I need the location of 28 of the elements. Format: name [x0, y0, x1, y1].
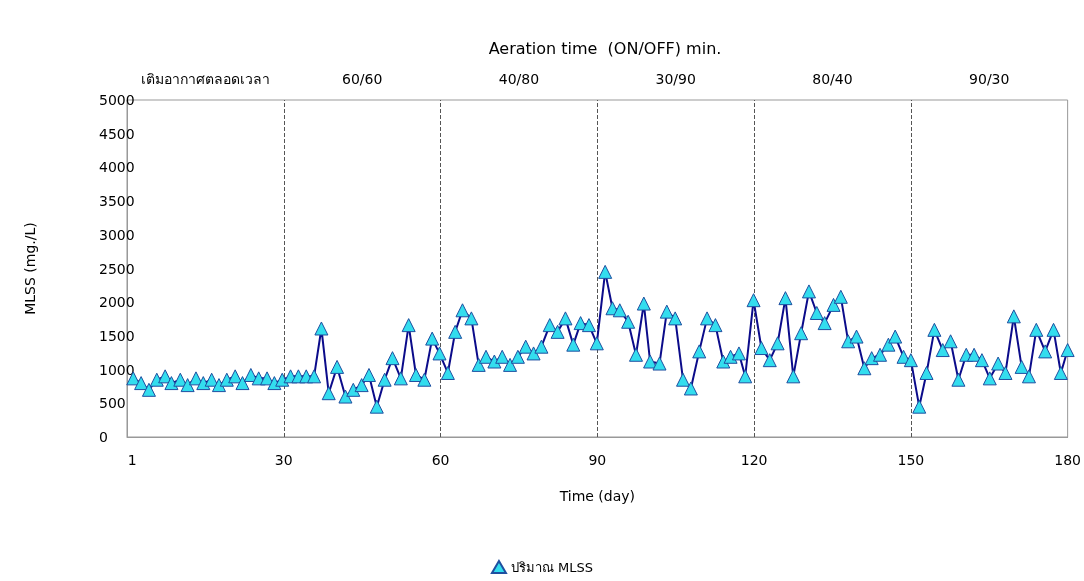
chart-title: Aeration time (ON/OFF) min. — [488, 38, 722, 58]
y-axis-title: MLSS (mg./L) — [22, 222, 38, 315]
x-tick-label: 1 — [127, 452, 137, 468]
legend-label: ปริมาณ MLSS — [510, 559, 594, 575]
x-tick-label: 180 — [1054, 452, 1082, 468]
text: 40/80 — [498, 71, 540, 87]
x-tick-label: 120 — [740, 452, 768, 468]
y-tick-label: 1500 — [99, 327, 135, 344]
y-tick-label: 1000 — [99, 361, 135, 378]
text: 30/90 — [655, 71, 696, 87]
text: 80/40 — [812, 71, 853, 87]
y-tick-label: 4000 — [99, 159, 135, 176]
text: เติมอากาศตลอดเวลา — [140, 71, 270, 87]
text: 60/60 — [341, 71, 383, 87]
x-tick-label: 30 — [274, 452, 293, 468]
x-axis-title: Time (day) — [558, 488, 636, 504]
y-tick-label: 3500 — [99, 193, 135, 210]
x-tick-label: 150 — [897, 452, 925, 468]
x-tick-label: 90 — [588, 452, 607, 468]
y-tick-label: 0 — [99, 429, 108, 445]
y-tick-label: 500 — [99, 395, 126, 412]
y-tick-label: 3000 — [99, 226, 135, 243]
text: 90/30 — [969, 71, 1010, 87]
x-tick-label: 60 — [431, 452, 450, 468]
y-tick-label: 5000 — [99, 92, 135, 108]
y-tick-label: 2500 — [99, 260, 135, 277]
y-tick-label: 2000 — [99, 294, 135, 311]
y-tick-label: 4500 — [99, 125, 135, 142]
